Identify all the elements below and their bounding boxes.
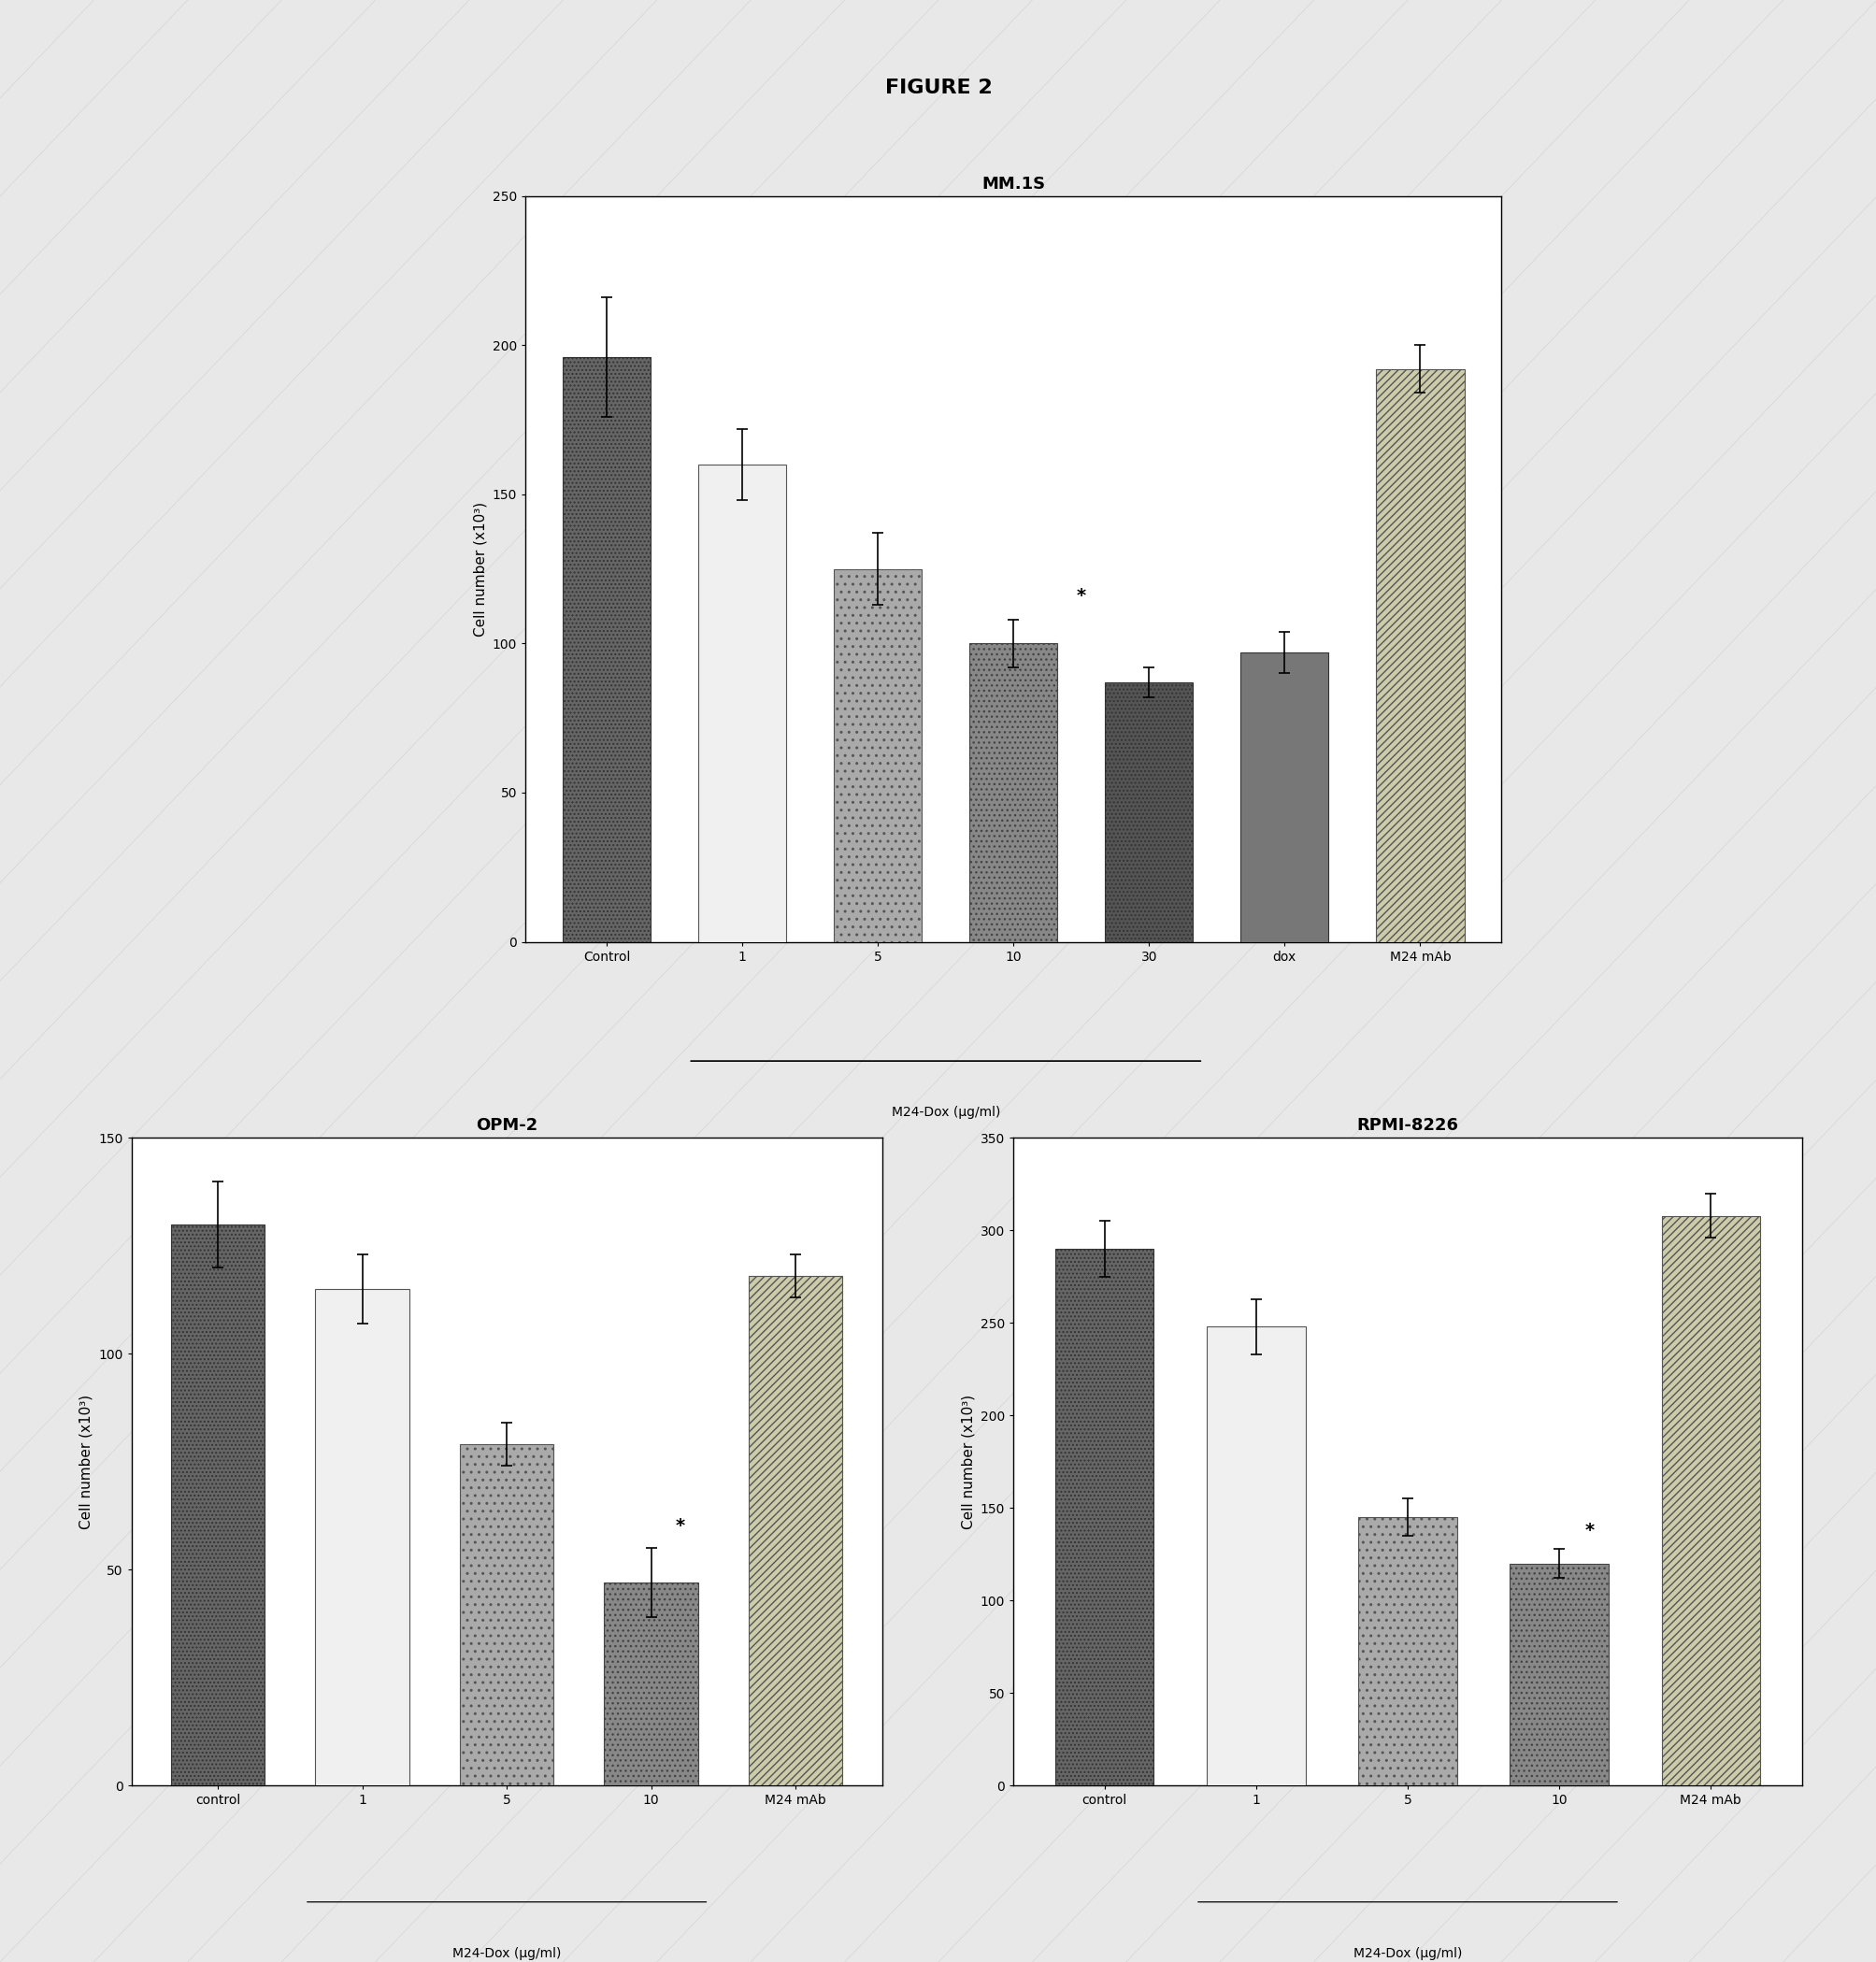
Bar [1240, 653, 1328, 942]
Bar [1105, 683, 1193, 942]
Text: FIGURE 2: FIGURE 2 [884, 78, 992, 98]
Bar [604, 1583, 698, 1785]
Bar [315, 1289, 409, 1785]
Text: *: * [1077, 587, 1086, 604]
Text: *: * [675, 1517, 685, 1534]
Title: RPMI-8226: RPMI-8226 [1356, 1116, 1458, 1134]
Bar [1660, 1216, 1760, 1785]
Bar [460, 1444, 553, 1785]
Bar [563, 357, 651, 942]
Bar [1054, 1250, 1154, 1785]
Text: M24-Dox (µg/ml): M24-Dox (µg/ml) [891, 1107, 1000, 1118]
Title: MM.1S: MM.1S [981, 175, 1045, 192]
Bar [970, 644, 1056, 942]
Text: M24-Dox (µg/ml): M24-Dox (µg/ml) [452, 1946, 561, 1960]
Bar [1375, 369, 1463, 942]
Bar [1358, 1517, 1456, 1785]
Y-axis label: Cell number (x10³): Cell number (x10³) [473, 502, 488, 636]
Title: OPM-2: OPM-2 [477, 1116, 537, 1134]
Text: *: * [1583, 1523, 1593, 1540]
Y-axis label: Cell number (x10³): Cell number (x10³) [961, 1395, 976, 1528]
Y-axis label: Cell number (x10³): Cell number (x10³) [79, 1395, 94, 1528]
Text: M24-Dox (µg/ml): M24-Dox (µg/ml) [1353, 1946, 1461, 1960]
Bar [1510, 1564, 1608, 1785]
Bar [698, 465, 786, 942]
Bar [833, 569, 921, 942]
Bar [171, 1224, 265, 1785]
Bar [1206, 1326, 1304, 1785]
Bar [749, 1275, 842, 1785]
